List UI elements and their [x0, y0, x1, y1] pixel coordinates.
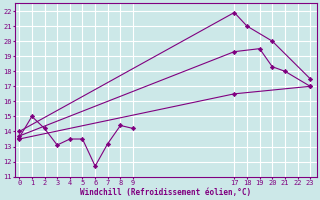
X-axis label: Windchill (Refroidissement éolien,°C): Windchill (Refroidissement éolien,°C) — [80, 188, 252, 197]
